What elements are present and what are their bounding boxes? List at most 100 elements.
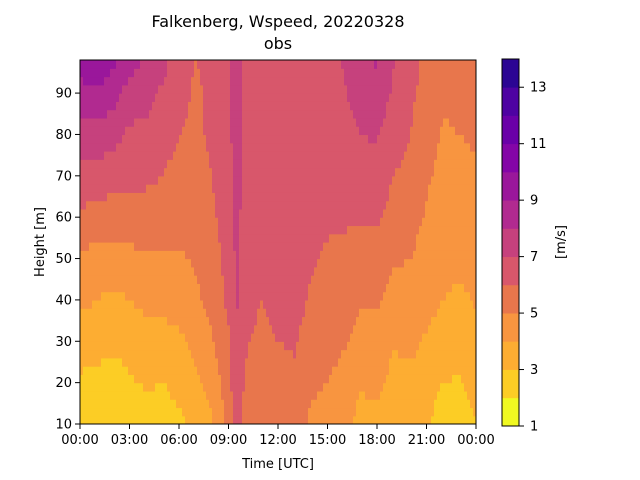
contour-cell <box>362 109 366 119</box>
contour-cell <box>404 283 408 293</box>
contour-cell <box>257 407 261 417</box>
contour-cell <box>383 275 387 284</box>
contour-cell <box>269 357 273 367</box>
contour-cell <box>89 266 93 276</box>
contour-cell <box>281 374 285 384</box>
contour-cell <box>398 233 402 243</box>
contour-cell <box>98 349 102 359</box>
contour-cell <box>377 159 381 169</box>
contour-cell <box>251 333 255 342</box>
contour-cell <box>86 76 90 86</box>
contour-cell <box>287 382 291 392</box>
contour-cell <box>83 242 87 251</box>
contour-cell <box>410 151 414 160</box>
contour-cell <box>92 117 96 127</box>
contour-cell <box>236 68 240 78</box>
contour-cell <box>362 60 366 69</box>
contour-cell <box>269 117 273 127</box>
contour-cell <box>317 159 321 169</box>
contour-cell <box>152 407 156 417</box>
contour-cell <box>353 308 357 318</box>
contour-cell <box>239 60 243 69</box>
contour-cell <box>392 390 396 400</box>
contour-cell <box>398 366 402 375</box>
contour-cell <box>110 316 114 326</box>
contour-cell <box>314 357 318 367</box>
contour-cell <box>305 308 309 318</box>
contour-cell <box>134 333 138 342</box>
contour-cell <box>116 93 120 102</box>
contour-cell <box>284 109 288 119</box>
contour-cell <box>110 84 114 94</box>
contour-cell <box>278 225 282 235</box>
contour-cell <box>416 266 420 276</box>
contour-cell <box>410 250 414 260</box>
contour-cell <box>239 68 243 78</box>
contour-cell <box>290 225 294 235</box>
contour-cell <box>92 275 96 284</box>
contour-cell <box>194 93 198 102</box>
contour-cell <box>359 299 363 309</box>
contour-cell <box>215 316 219 326</box>
contour-cell <box>398 341 402 351</box>
contour-cell <box>80 333 84 342</box>
contour-cell <box>80 233 84 243</box>
contour-cell <box>383 283 387 293</box>
contour-cell <box>308 341 312 351</box>
contour-cell <box>221 366 225 375</box>
contour-cell <box>338 84 342 94</box>
contour-cell <box>221 374 225 384</box>
contour-cell <box>293 275 297 284</box>
contour-cell <box>194 60 198 69</box>
contour-cell <box>125 225 129 235</box>
contour-cell <box>176 291 180 301</box>
contour-cell <box>248 324 252 334</box>
contour-cell <box>266 333 270 342</box>
contour-cell <box>257 117 261 127</box>
contour-cell <box>284 159 288 169</box>
contour-cell <box>167 291 171 301</box>
contour-cell <box>266 275 270 284</box>
contour-cell <box>206 134 210 144</box>
contour-cell <box>185 159 189 169</box>
contour-cell <box>176 308 180 318</box>
contour-cell <box>326 192 330 202</box>
contour-cell <box>362 374 366 384</box>
contour-cell <box>371 357 375 367</box>
contour-cell <box>167 266 171 276</box>
contour-cell <box>173 217 177 227</box>
contour-cell <box>110 184 114 193</box>
contour-cell <box>275 407 279 417</box>
contour-cell <box>221 415 225 424</box>
contour-cell <box>200 200 204 210</box>
contour-cell <box>356 399 360 409</box>
contour-cell <box>215 324 219 334</box>
contour-cell <box>224 126 228 136</box>
contour-cell <box>350 184 354 193</box>
contour-cell <box>326 184 330 193</box>
contour-cell <box>281 233 285 243</box>
contour-cell <box>311 68 315 78</box>
contour-cell <box>395 324 399 334</box>
contour-cell <box>104 225 108 235</box>
contour-cell <box>296 200 300 210</box>
contour-cell <box>143 208 147 218</box>
contour-cell <box>113 357 117 367</box>
contour-cell <box>350 349 354 359</box>
contour-cell <box>314 382 318 392</box>
contour-cell <box>290 101 294 111</box>
contour-cell <box>143 76 147 86</box>
contour-cell <box>341 68 345 78</box>
contour-cell <box>146 159 150 169</box>
contour-cell <box>410 60 414 69</box>
contour-cell <box>263 399 267 409</box>
contour-cell <box>260 200 264 210</box>
contour-cell <box>194 142 198 152</box>
contour-cell <box>92 266 96 276</box>
contour-cell <box>119 291 123 301</box>
contour-cell <box>383 415 387 424</box>
contour-cell <box>167 93 171 102</box>
contour-cell <box>395 175 399 185</box>
contour-cell <box>329 233 333 243</box>
contour-cell <box>305 142 309 152</box>
